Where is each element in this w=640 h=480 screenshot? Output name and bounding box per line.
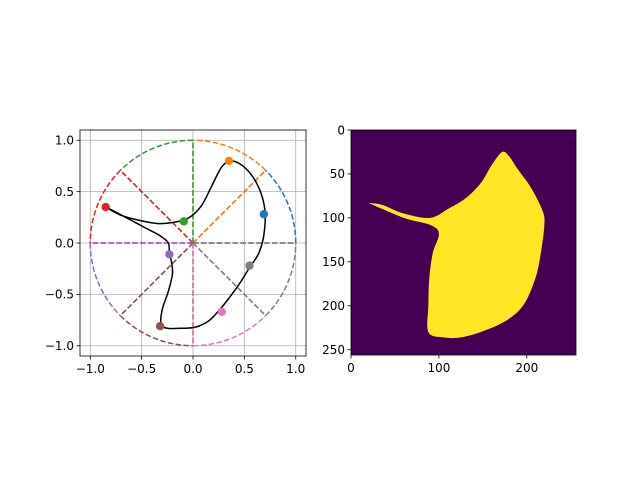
control-point-2 [224,156,234,166]
control-point-4 [101,202,110,212]
control-point-5 [165,250,174,259]
control-point-8 [245,261,254,270]
x-tick-label: 1.0 [286,362,305,376]
right-plot-mask-image: 0 100 200 0 50 100 150 200 250 [322,123,577,375]
x-tick-label: 100 [427,361,450,375]
y-tick-label: 200 [322,299,345,313]
sector-arc-4 [89,169,121,244]
sector-arc-7 [192,315,267,347]
sector-arc-5 [89,242,121,317]
control-point-3 [179,217,188,226]
x-tick-label: 0.0 [183,362,202,376]
left-plot-area [80,130,306,356]
sector-arc-2 [192,139,267,171]
control-point-1 [259,210,269,219]
left-plot-polar-sectors: −1.0 −0.5 0.0 0.5 1.0 −1.0 −0.5 0.0 0.5 1.0 [45,129,307,376]
x-tick-label: 0 [347,361,355,375]
control-point-6 [155,322,165,331]
sector-radius-start-6 [119,242,194,317]
y-tick-label: −1.0 [45,339,74,353]
y-tick-label: 0.5 [55,185,74,199]
sector-radius-start-8 [192,242,267,317]
mask-region [368,151,545,339]
sector-radius-start-2 [192,169,267,244]
sector-arc-6 [119,315,194,347]
x-tick-label: −1.0 [76,362,105,376]
sector-arc-3 [119,139,194,171]
y-tick-label: −0.5 [45,288,74,302]
x-tick-label: −0.5 [127,362,156,376]
right-axes-frame [350,129,577,356]
sector-arc-1 [265,169,297,244]
sector-radius-start-4 [119,169,194,244]
y-tick-label: 150 [322,255,345,269]
x-tick-label: 200 [515,361,538,375]
y-tick-label: 0 [337,123,345,137]
sector-arc-8 [265,242,297,317]
y-tick-label: 100 [322,211,345,225]
y-tick-label: 250 [322,343,345,357]
y-tick-label: 1.0 [55,134,74,148]
x-tick-label: 0.5 [235,362,254,376]
y-tick-label: 0.0 [55,236,74,250]
control-point-7 [217,307,226,317]
y-tick-label: 50 [330,167,345,181]
